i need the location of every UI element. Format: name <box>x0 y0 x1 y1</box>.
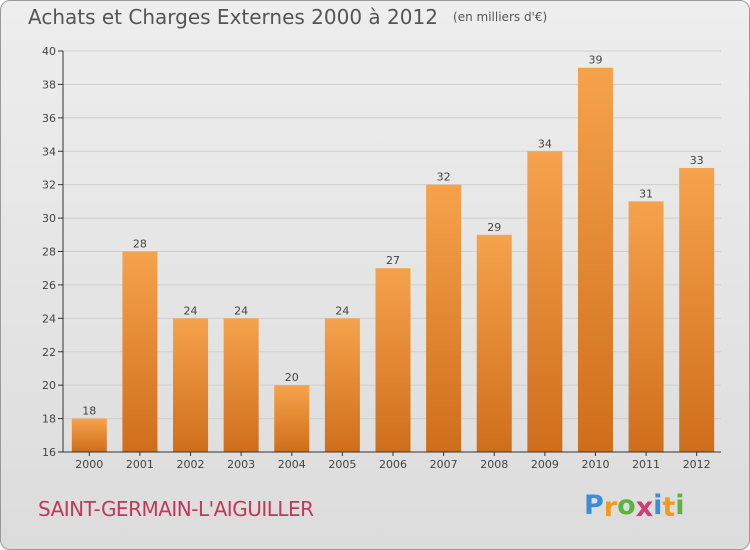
y-tick-label: 18 <box>42 413 56 426</box>
x-tick-label: 2012 <box>683 458 711 471</box>
commune-name: SAINT-GERMAIN-L'AIGUILLER <box>38 497 314 521</box>
x-tick-label: 2002 <box>177 458 205 471</box>
x-tick-label: 2006 <box>379 458 407 471</box>
bar[interactable] <box>274 385 310 452</box>
y-tick-label: 16 <box>42 446 56 459</box>
y-tick-label: 28 <box>42 246 56 259</box>
x-tick-label: 2009 <box>531 458 559 471</box>
bar-value-label: 34 <box>538 137 552 150</box>
brand-letter: P <box>584 490 604 521</box>
bar-layer <box>71 67 715 453</box>
bar[interactable] <box>324 318 360 452</box>
x-tick-label: 2008 <box>480 458 508 471</box>
y-tick-label: 20 <box>42 379 56 392</box>
x-tick-label: 2005 <box>328 458 356 471</box>
bar-value-label: 31 <box>639 187 653 200</box>
y-tick-label: 38 <box>42 78 56 91</box>
bar[interactable] <box>577 67 613 452</box>
bar-value-label: 24 <box>335 304 349 317</box>
y-tick-label: 40 <box>42 45 56 58</box>
title-line: Achats et Charges Externes 2000 à 2012 (… <box>28 5 547 29</box>
brand-letter: t <box>662 492 676 523</box>
x-tick-label: 2003 <box>227 458 255 471</box>
chart-subtitle: (en milliers d'€) <box>453 10 548 24</box>
brand-letter: r <box>603 492 618 523</box>
bar[interactable] <box>173 318 209 452</box>
bar[interactable] <box>679 167 715 453</box>
bar-value-label: 24 <box>234 304 248 317</box>
label-layer: 16 18 20 22 24 26 28 30 32 34 36 38 40 18 2000 28 2001 24… <box>42 45 711 471</box>
x-tick-label: 2010 <box>581 458 609 471</box>
y-tick-label: 26 <box>42 279 56 292</box>
bar[interactable] <box>375 268 411 452</box>
bar[interactable] <box>426 184 462 452</box>
bar-value-label: 20 <box>285 371 299 384</box>
y-tick-label: 36 <box>42 112 56 125</box>
bar-value-label: 24 <box>184 304 198 317</box>
bar[interactable] <box>527 151 563 452</box>
y-tick-label: 24 <box>42 312 56 325</box>
bar-value-label: 32 <box>437 171 451 184</box>
bar[interactable] <box>71 418 107 452</box>
y-tick-label: 34 <box>42 145 56 158</box>
bar[interactable] <box>223 318 259 452</box>
x-tick-label: 2000 <box>75 458 103 471</box>
x-tick-label: 2011 <box>632 458 660 471</box>
brand-letter: o <box>617 490 636 521</box>
bar-value-label: 28 <box>133 238 147 251</box>
chart-title: Achats et Charges Externes 2000 à 2012 <box>28 5 438 29</box>
bar[interactable] <box>122 251 158 453</box>
bar-value-label: 39 <box>588 54 602 67</box>
bar-value-label: 18 <box>82 405 96 418</box>
bar-value-label: 33 <box>690 154 704 167</box>
brand-letter: x <box>635 492 654 523</box>
bar-value-label: 29 <box>487 221 501 234</box>
x-tick-label: 2001 <box>126 458 154 471</box>
y-tick-label: 32 <box>42 179 56 192</box>
x-tick-label: 2004 <box>278 458 306 471</box>
x-tick-label: 2007 <box>430 458 458 471</box>
axis-layer <box>58 50 721 456</box>
bar-value-label: 27 <box>386 254 400 267</box>
brand-logo[interactable]: Proxiti <box>584 490 685 523</box>
bar[interactable] <box>476 234 512 452</box>
y-tick-label: 30 <box>42 212 56 225</box>
brand-letter: i <box>675 490 685 521</box>
bar[interactable] <box>628 201 664 452</box>
brand-letter: i <box>653 490 663 521</box>
y-tick-label: 22 <box>42 346 56 359</box>
